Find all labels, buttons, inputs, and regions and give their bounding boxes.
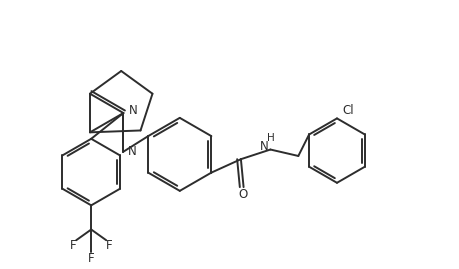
Text: Cl: Cl bbox=[342, 104, 354, 117]
Text: H: H bbox=[267, 133, 274, 143]
Text: F: F bbox=[70, 239, 77, 252]
Text: O: O bbox=[238, 188, 248, 201]
Text: F: F bbox=[88, 252, 95, 265]
Text: N: N bbox=[128, 145, 136, 158]
Text: N: N bbox=[259, 140, 268, 153]
Text: F: F bbox=[106, 239, 112, 252]
Text: N: N bbox=[129, 104, 138, 117]
